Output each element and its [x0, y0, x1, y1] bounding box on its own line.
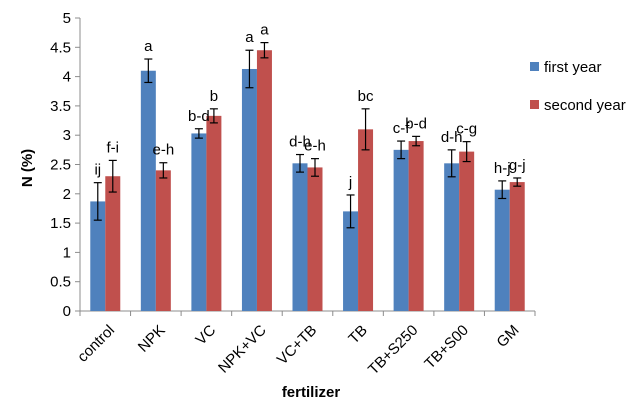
legend: first year second year: [530, 59, 626, 114]
significance-label: b-d: [405, 115, 427, 132]
significance-label: d-h: [289, 134, 311, 151]
bar-first-year: [191, 133, 207, 311]
y-tick-labels: 0 0.5 1 1.5 2 2.5 3 3.5 4 4.5 5: [50, 10, 71, 320]
bar-first-year: [393, 149, 409, 311]
y-tick-label: 3: [63, 127, 71, 144]
bar-second-year: [206, 115, 222, 311]
bar-second-year: [358, 129, 374, 311]
significance-label: h-j: [494, 160, 511, 177]
significance-label: g-j: [509, 157, 526, 174]
bar-first-year: [140, 70, 156, 312]
significance-label: ij: [94, 162, 101, 179]
category-label: TB+S00: [421, 322, 472, 373]
significance-label: b-d: [188, 108, 210, 125]
significance-label: a: [144, 38, 153, 55]
significance-label: a: [260, 22, 269, 39]
bar-second-year: [459, 151, 475, 311]
error-bars: [93, 42, 522, 229]
bar-second-year: [105, 176, 121, 311]
category-label: control: [74, 322, 118, 366]
y-tick-label: 5: [63, 10, 71, 27]
category-label: NPK+VC: [215, 322, 270, 377]
legend-swatch-second-year: [530, 100, 539, 109]
significance-label: b: [210, 88, 218, 105]
category-label: NPK: [135, 322, 169, 356]
y-tick-label: 1.5: [50, 215, 71, 232]
significance-label: j: [348, 174, 352, 191]
legend-swatch-first-year: [530, 62, 539, 71]
y-tick-label: 1: [63, 244, 71, 261]
significance-labels: ij a b-d a d-h j c-f d-h h-j f-i e-h b a e-h bc b-d c-g g…: [94, 22, 525, 191]
legend-label-second-year: second year: [544, 97, 626, 114]
significance-label: e-h: [152, 142, 174, 159]
bar-first-year: [90, 201, 106, 311]
category-label: TB: [345, 322, 371, 348]
bar-first-year: [241, 68, 257, 312]
bar-first-year: [292, 163, 308, 311]
bar-first-year: [444, 163, 460, 311]
significance-label: c-g: [456, 121, 477, 138]
y-axis-title: N (%): [19, 149, 36, 187]
category-label: VC: [192, 322, 219, 349]
bar-second-year: [155, 170, 171, 311]
bar-second-year: [408, 141, 424, 311]
category-label: VC+TB: [274, 322, 321, 369]
significance-label: a: [245, 29, 254, 46]
significance-label: bc: [358, 88, 374, 105]
legend-label-first-year: first year: [544, 59, 602, 76]
y-tick-label: 4.5: [50, 39, 71, 56]
bar-first-year: [494, 189, 510, 311]
y-tick-label: 3.5: [50, 98, 71, 115]
x-axis-title: fertilizer: [282, 384, 341, 401]
bar-first-year: [343, 211, 359, 311]
bar-second-year: [307, 167, 323, 311]
category-label: GM: [493, 322, 522, 351]
y-tick-label: 2.5: [50, 157, 71, 174]
significance-label: c-f: [393, 120, 410, 137]
y-tick-label: 0: [63, 303, 71, 320]
bars: [90, 50, 525, 312]
significance-label: d-h: [441, 129, 463, 146]
y-tick-label: 0.5: [50, 274, 71, 291]
y-tick-label: 4: [63, 69, 71, 86]
bar-second-year: [256, 50, 272, 311]
significance-label: f-i: [107, 139, 120, 156]
category-label: TB+S250: [365, 322, 422, 379]
y-tick-label: 2: [63, 186, 71, 203]
bar-second-year: [509, 182, 525, 311]
significance-label: e-h: [304, 138, 326, 155]
